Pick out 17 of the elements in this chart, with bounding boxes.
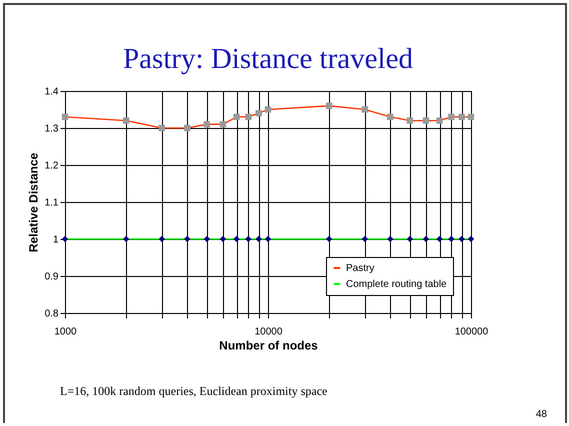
x-axis-title: Number of nodes: [219, 338, 318, 352]
legend-label: Pastry: [346, 263, 374, 274]
text: L=16, 100k random queries, Euclidean proximity space: [60, 384, 328, 399]
x-tick-label: 1000: [54, 326, 78, 338]
chart-title: Pastry: Distance traveled: [123, 43, 414, 75]
text: 48: [536, 409, 547, 420]
y-axis-title: Relative Distance: [26, 152, 41, 252]
x-tick-label: 10000: [254, 326, 283, 338]
y-tick-label: 1.2: [44, 160, 59, 172]
x-tick-label: 100000: [454, 326, 489, 338]
y-tick-label: 1: [52, 234, 59, 246]
y-tick-label: 0.9: [44, 272, 59, 282]
y-tick-label: 1.1: [44, 198, 59, 208]
y-tick-label: 1.4: [44, 86, 59, 98]
legend-label: Complete routing table: [346, 279, 448, 290]
y-tick-label: 0.8: [44, 308, 59, 320]
y-tick-label: 1.3: [44, 124, 59, 134]
